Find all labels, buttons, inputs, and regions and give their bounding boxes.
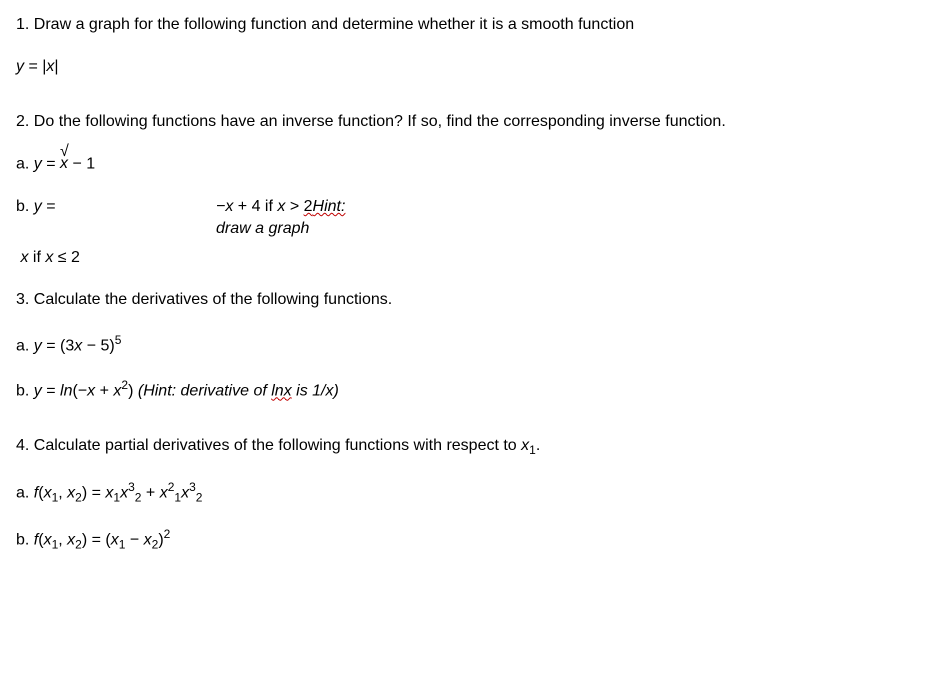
q4a-t1-sup3: 3 <box>128 480 135 494</box>
q4b: b. f(x1, x2) = (x1 − x2)2 <box>16 526 910 553</box>
q2b-p2-tail: ≤ 2 <box>53 249 80 266</box>
q4a-x1: x <box>44 484 52 501</box>
q3a-eq: = (3 <box>42 337 74 354</box>
q1-rhs-close: | <box>54 58 58 75</box>
q3b-var1: x <box>87 383 95 400</box>
q2a-lhs: y <box>34 156 42 173</box>
q2b-p1-two: 2 <box>304 198 313 215</box>
q4a-plus: + <box>141 484 159 501</box>
q4b-s2: 2 <box>75 538 82 552</box>
q2a-eq: = <box>42 156 60 173</box>
sqrt-sign-icon: √ <box>60 141 69 163</box>
q2a-label: a. <box>16 156 34 173</box>
q3a: a. y = (3x − 5)5 <box>16 332 910 358</box>
q4b-minus: − <box>125 532 143 549</box>
q4a-comma: , <box>58 484 67 501</box>
q4b-close-eq: ) = ( <box>82 532 111 549</box>
q2b-piece2: x if x ≤ 2 <box>16 247 910 269</box>
q4a-close-eq: ) = <box>82 484 106 501</box>
q1-lhs: y <box>16 58 24 75</box>
q3b-lhs: y <box>34 383 42 400</box>
q1-eq: = <box>24 58 42 75</box>
q1-expression: y = |x| <box>16 56 910 78</box>
q4a-label: a. <box>16 484 34 501</box>
q2b-p2-mid: if <box>28 249 45 266</box>
q2b-hint-body: draw a graph <box>216 218 345 240</box>
q2b: b. y = −x + 4 if x > 2Hint: draw a graph… <box>16 196 910 269</box>
q2a: a. y = √x − 1 <box>16 153 910 176</box>
q4b-rx1: x <box>111 532 119 549</box>
q3a-lhs: y <box>34 337 42 354</box>
q4-prompt-sub: 1 <box>529 443 536 457</box>
q2b-right: −x + 4 if x > 2Hint: draw a graph <box>216 196 345 241</box>
q2b-p1-mid: + 4 if <box>233 198 277 215</box>
q2b-p1-pre: − <box>216 198 225 215</box>
q3b-lnx: lnx <box>271 383 291 400</box>
q2-prompt: 2. Do the following functions have an in… <box>16 111 910 133</box>
q4-prompt-post: . <box>536 437 540 454</box>
q3b-close: ) <box>128 383 138 400</box>
q4-prompt: 4. Calculate partial derivatives of the … <box>16 435 910 459</box>
q4-prompt-pre: 4. Calculate partial derivatives of the … <box>16 437 521 454</box>
q4b-exp: 2 <box>164 527 171 541</box>
q4a-t2-x1: x <box>160 484 168 501</box>
q4b-rx2: x <box>144 532 152 549</box>
q2b-eq: = <box>42 198 56 215</box>
q4a-t1-x2: x <box>120 484 128 501</box>
q3a-tail: − 5) <box>82 337 114 354</box>
q4a-s2: 2 <box>75 491 82 505</box>
q4a-t2-x2: x <box>181 484 189 501</box>
q3a-exp: 5 <box>115 333 122 347</box>
q4a-t2-s2: 2 <box>196 491 203 505</box>
q4b-label: b. <box>16 532 34 549</box>
q3b-open: (− <box>72 383 87 400</box>
q4a-x2: x <box>67 484 75 501</box>
q2b-label: b. <box>16 198 34 215</box>
q3b: b. y = ln(−x + x2) (Hint: derivative of … <box>16 377 910 403</box>
q2b-hint-label: Hint: <box>313 198 346 215</box>
q4a-t2-sup3: 3 <box>189 480 196 494</box>
sqrt-wrap: √x <box>60 153 68 175</box>
q4b-comma: , <box>58 532 67 549</box>
q3b-eq: = <box>42 383 60 400</box>
q3b-plus: + <box>95 383 113 400</box>
q3b-hint-close: is 1/x) <box>292 383 339 400</box>
q3b-label: b. <box>16 383 34 400</box>
q2b-p1-gt: > <box>285 198 303 215</box>
q4-prompt-var: x <box>521 437 529 454</box>
q4a: a. f(x1, x2) = x1x32 + x21x32 <box>16 479 910 506</box>
q4b-x2: x <box>67 532 75 549</box>
q4b-x1: x <box>44 532 52 549</box>
q3b-ln: ln <box>60 383 72 400</box>
q2b-left: b. y = <box>16 196 216 218</box>
q2b-lhs: y <box>34 198 42 215</box>
q3a-label: a. <box>16 337 34 354</box>
q2a-tail: − 1 <box>68 156 95 173</box>
q3-prompt: 3. Calculate the derivatives of the foll… <box>16 289 910 311</box>
q1-prompt: 1. Draw a graph for the following functi… <box>16 14 910 36</box>
q3b-hint-open: (Hint: derivative of <box>138 383 271 400</box>
